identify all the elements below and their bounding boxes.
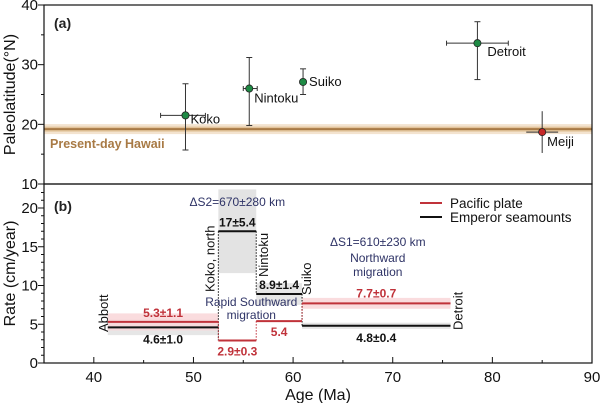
y-tick-label-b: 15 bbox=[21, 239, 38, 256]
annotation-rapid2: migration bbox=[227, 308, 276, 322]
x-tick-label: 80 bbox=[484, 369, 501, 386]
hawaii-label: Present-day Hawaii bbox=[50, 137, 165, 151]
annotation-north1: Northward bbox=[350, 251, 405, 265]
panel-label-b: (b) bbox=[54, 198, 72, 214]
y-tick-label-a: 10 bbox=[21, 176, 38, 193]
x-tick-label: 70 bbox=[384, 369, 401, 386]
boundary-label-1: Koko, north bbox=[202, 226, 217, 293]
emperor-rate-label: 4.6±1.0 bbox=[143, 332, 183, 346]
pacific-rate-label: 2.9±0.3 bbox=[217, 345, 257, 359]
x-tick-label: 40 bbox=[85, 369, 102, 386]
data-point-meiji bbox=[538, 128, 547, 137]
y-tick-label-b: 5 bbox=[30, 316, 38, 333]
y-tick-label-b: 10 bbox=[21, 278, 38, 295]
panel-b-frame bbox=[43, 183, 593, 364]
y-axis-label-b: Rate (cm/year) bbox=[2, 221, 19, 327]
data-point-detroit bbox=[473, 39, 482, 48]
point-label-suiko: Suiko bbox=[309, 74, 342, 89]
boundary-label-3: Suiko bbox=[299, 262, 314, 295]
point-label-koko: Koko bbox=[190, 111, 220, 126]
y-tick-label-a: 20 bbox=[21, 116, 38, 133]
point-label-meiji: Meiji bbox=[547, 134, 574, 149]
boundary-label-2: Nintoku bbox=[256, 233, 271, 277]
pacific-rate-label: 5.4 bbox=[271, 325, 288, 339]
data-point-suiko bbox=[299, 77, 308, 86]
annotation-ds1: ΔS1=610±230 km bbox=[330, 235, 426, 249]
legend-label-1: Emperor seamounts bbox=[450, 210, 572, 225]
boundary-label-4: Detroit bbox=[451, 291, 466, 330]
panel-a-frame bbox=[43, 4, 593, 185]
annotation-rapid1: Rapid Southward bbox=[205, 295, 297, 309]
legend-label-0: Pacific plate bbox=[450, 196, 523, 211]
emperor-rate-label: 8.9±1.4 bbox=[259, 278, 299, 292]
y-tick-label-b: 20 bbox=[21, 200, 38, 217]
pacific-rate-label: 5.3±1.1 bbox=[143, 306, 183, 320]
x-tick-label: 50 bbox=[185, 369, 202, 386]
y-tick-label-a: 40 bbox=[21, 0, 38, 14]
y-axis-label-a: Paleolatitude(°N) bbox=[2, 34, 19, 155]
annotation-north2: migration bbox=[353, 265, 402, 279]
point-label-nintoku: Nintoku bbox=[254, 91, 298, 106]
annotation-ds2: ΔS2=670±280 km bbox=[189, 195, 285, 209]
point-label-detroit: Detroit bbox=[487, 44, 526, 59]
emperor-rate-label: 4.8±0.4 bbox=[356, 331, 396, 345]
x-tick-label: 90 bbox=[584, 369, 600, 386]
pacific-rate-label: 7.7±0.7 bbox=[356, 286, 396, 300]
y-tick-label-b: 0 bbox=[30, 355, 38, 372]
boundary-label-0: Abbott bbox=[96, 294, 111, 332]
emperor-rate-label: 17±5.4 bbox=[219, 215, 256, 229]
x-tick-label: 60 bbox=[285, 369, 302, 386]
data-point-nintoku bbox=[245, 84, 254, 93]
x-axis-label: Age (Ma) bbox=[285, 387, 351, 403]
y-tick-label-a: 30 bbox=[21, 57, 38, 74]
panel-label-a: (a) bbox=[54, 15, 71, 31]
data-point-koko bbox=[181, 111, 190, 120]
